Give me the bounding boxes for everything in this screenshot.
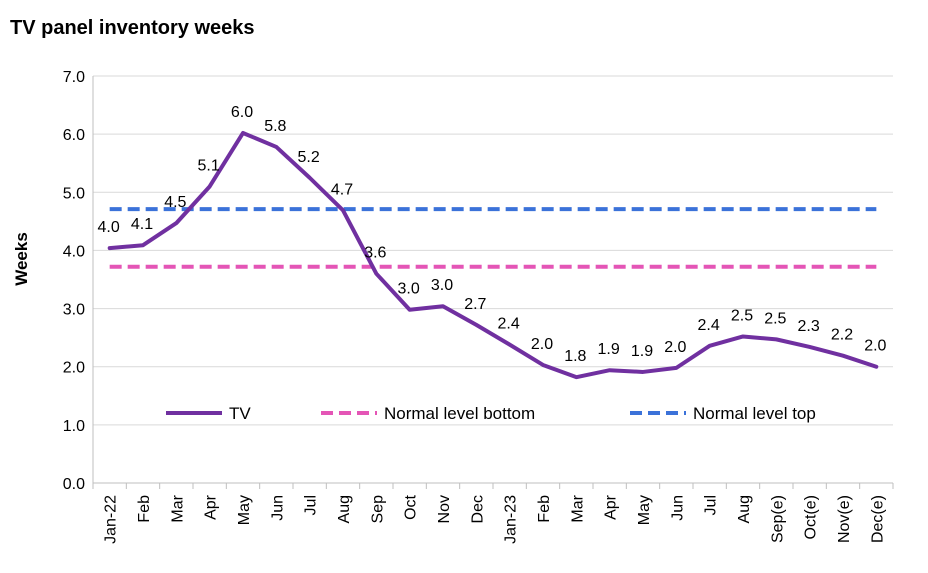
data-label: 4.5 [164, 194, 186, 211]
x-tick-label: Aug [736, 495, 753, 523]
data-label: 2.3 [798, 318, 820, 335]
data-label: 6.0 [231, 104, 253, 121]
data-label: 2.2 [831, 327, 853, 344]
data-label: 3.0 [431, 277, 453, 294]
data-label: 2.5 [731, 307, 753, 324]
y-tick-label: 4.0 [63, 243, 85, 260]
x-tick-label: Dec [469, 495, 486, 523]
data-label: 3.0 [398, 281, 420, 298]
x-tick-label: Feb [536, 495, 553, 523]
y-tick-label: 3.0 [63, 302, 85, 319]
data-label: 2.5 [764, 310, 786, 327]
x-tick-label: Nov(e) [836, 495, 853, 543]
y-tick-label: 7.0 [63, 69, 85, 86]
data-label: 5.2 [298, 149, 320, 166]
x-tick-label: Oct [403, 494, 420, 519]
y-tick-label: 1.0 [63, 418, 85, 435]
data-label: 5.8 [264, 118, 286, 135]
data-label: 4.1 [131, 216, 153, 233]
x-tick-label: Aug [336, 495, 353, 523]
series-line-tv [107, 130, 879, 380]
x-tick-label: May [636, 495, 653, 525]
x-tick-label: Nov [436, 495, 453, 523]
x-tick-label: Sep(e) [769, 495, 786, 543]
data-label: 2.4 [498, 316, 520, 333]
x-tick-label: Feb [136, 495, 153, 523]
x-tick-label: May [236, 495, 253, 525]
legend-label: Normal level bottom [384, 404, 535, 423]
y-tick-label: 0.0 [63, 476, 85, 493]
data-label: 1.9 [598, 341, 620, 358]
data-labels: 4.0 4.1 4.5 5.1 6.0 5.8 5.2 4.7 3.6 3.0 3.0 2.7 2.4 2… [98, 104, 887, 365]
x-tick-label: Mar [169, 494, 186, 522]
legend-label: Normal level top [693, 404, 816, 423]
chart-title: TV panel inventory weeks [10, 17, 255, 39]
x-tick-label: Jul [703, 495, 720, 515]
gridlines [92, 75, 894, 489]
y-tick-labels: 0.0 1.0 2.0 3.0 4.0 5.0 6.0 7.0 [63, 69, 85, 493]
data-label: 4.0 [98, 219, 120, 236]
legend: TV Normal level bottom Normal level top [166, 404, 816, 423]
x-tick-label: Jan-22 [103, 495, 120, 544]
y-tick-label: 5.0 [63, 185, 85, 202]
x-tick-label: Apr [203, 494, 220, 520]
series-layer [107, 130, 879, 380]
data-label: 5.1 [198, 157, 220, 174]
x-tick-label: Apr [603, 494, 620, 520]
x-tick-label: Sep [369, 495, 386, 524]
data-label: 2.0 [531, 336, 553, 353]
x-tick-label: Oct(e) [803, 495, 820, 539]
data-label: 2.0 [864, 338, 886, 355]
y-tick-label: 2.0 [63, 360, 85, 377]
data-label: 4.7 [331, 181, 353, 198]
x-tick-label: Jun [269, 495, 286, 521]
legend-label: TV [229, 404, 251, 423]
x-tick-label: Dec(e) [869, 495, 886, 543]
data-label: 2.4 [698, 317, 720, 334]
x-tick-labels: Jan-22 Feb Mar Apr May Jun Jul Aug Sep Oct Nov Dec J… [103, 494, 887, 544]
x-tick-label: Jul [303, 495, 320, 515]
x-tick-label: Jun [669, 495, 686, 521]
y-axis-label: Weeks [12, 232, 31, 286]
data-label: 2.7 [464, 296, 486, 313]
data-label: 1.8 [564, 348, 586, 365]
data-label: 3.6 [364, 245, 386, 262]
data-label: 1.9 [631, 343, 653, 360]
data-label: 2.0 [664, 339, 686, 356]
x-tick-label: Jan-23 [503, 495, 520, 544]
y-tick-label: 6.0 [63, 127, 85, 144]
x-tick-label: Mar [569, 494, 586, 522]
